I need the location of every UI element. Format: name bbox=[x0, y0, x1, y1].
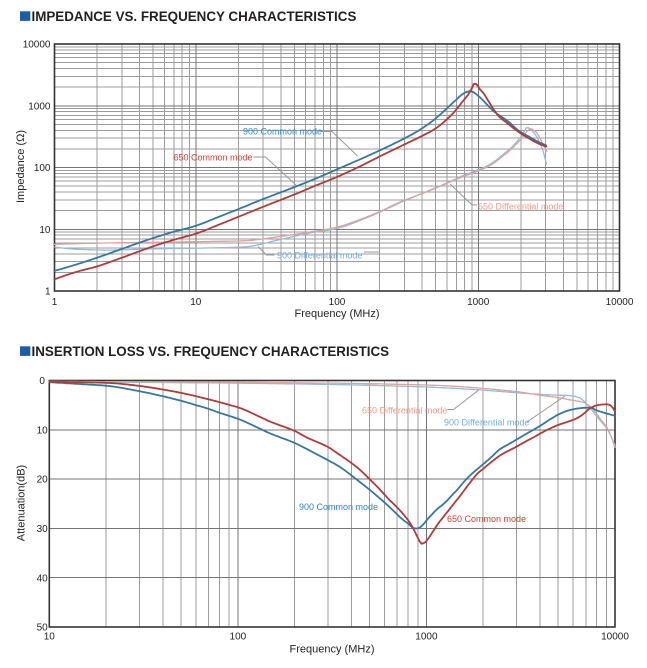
svg-text:10: 10 bbox=[37, 425, 49, 436]
svg-text:1000: 1000 bbox=[467, 297, 490, 308]
svg-text:Attenuation(dB): Attenuation(dB) bbox=[16, 465, 28, 541]
svg-text:650 Common mode: 650 Common mode bbox=[447, 514, 526, 524]
svg-text:900 Differential mode: 900 Differential mode bbox=[444, 418, 529, 428]
svg-text:Impedance (Ω): Impedance (Ω) bbox=[15, 130, 27, 203]
svg-text:900 Differential mode: 900 Differential mode bbox=[277, 251, 362, 261]
svg-text:IMPEDANCE VS. FREQUENCY CHARAC: IMPEDANCE VS. FREQUENCY CHARACTERISTICS bbox=[32, 9, 357, 24]
svg-text:650 Differential mode: 650 Differential mode bbox=[362, 406, 447, 416]
svg-text:1: 1 bbox=[45, 287, 51, 298]
svg-text:Frequency (MHz): Frequency (MHz) bbox=[290, 644, 375, 656]
svg-text:10000: 10000 bbox=[23, 40, 51, 51]
svg-text:900 Common mode: 900 Common mode bbox=[243, 127, 322, 137]
svg-text:1000: 1000 bbox=[415, 632, 438, 643]
svg-text:1: 1 bbox=[52, 297, 58, 308]
svg-text:20: 20 bbox=[37, 475, 49, 486]
svg-text:10: 10 bbox=[39, 225, 51, 236]
svg-text:0: 0 bbox=[39, 376, 45, 387]
svg-text:100: 100 bbox=[329, 297, 346, 308]
svg-text:650 Differential mode: 650 Differential mode bbox=[478, 202, 563, 212]
svg-text:INSERTION LOSS VS. FREQUENCY C: INSERTION LOSS VS. FREQUENCY CHARACTERIS… bbox=[32, 344, 390, 359]
svg-text:40: 40 bbox=[37, 573, 49, 584]
svg-text:900 Common mode: 900 Common mode bbox=[299, 502, 378, 512]
svg-text:Frequency (MHz): Frequency (MHz) bbox=[295, 308, 380, 320]
svg-text:10: 10 bbox=[190, 297, 202, 308]
svg-text:10: 10 bbox=[44, 632, 56, 643]
svg-text:10000: 10000 bbox=[606, 297, 634, 308]
svg-text:100: 100 bbox=[230, 632, 247, 643]
svg-text:10000: 10000 bbox=[601, 632, 629, 643]
svg-text:650 Common mode: 650 Common mode bbox=[174, 153, 253, 163]
svg-text:50: 50 bbox=[37, 623, 49, 634]
svg-text:1000: 1000 bbox=[28, 101, 51, 112]
svg-text:100: 100 bbox=[34, 163, 51, 174]
svg-text:30: 30 bbox=[37, 524, 49, 535]
